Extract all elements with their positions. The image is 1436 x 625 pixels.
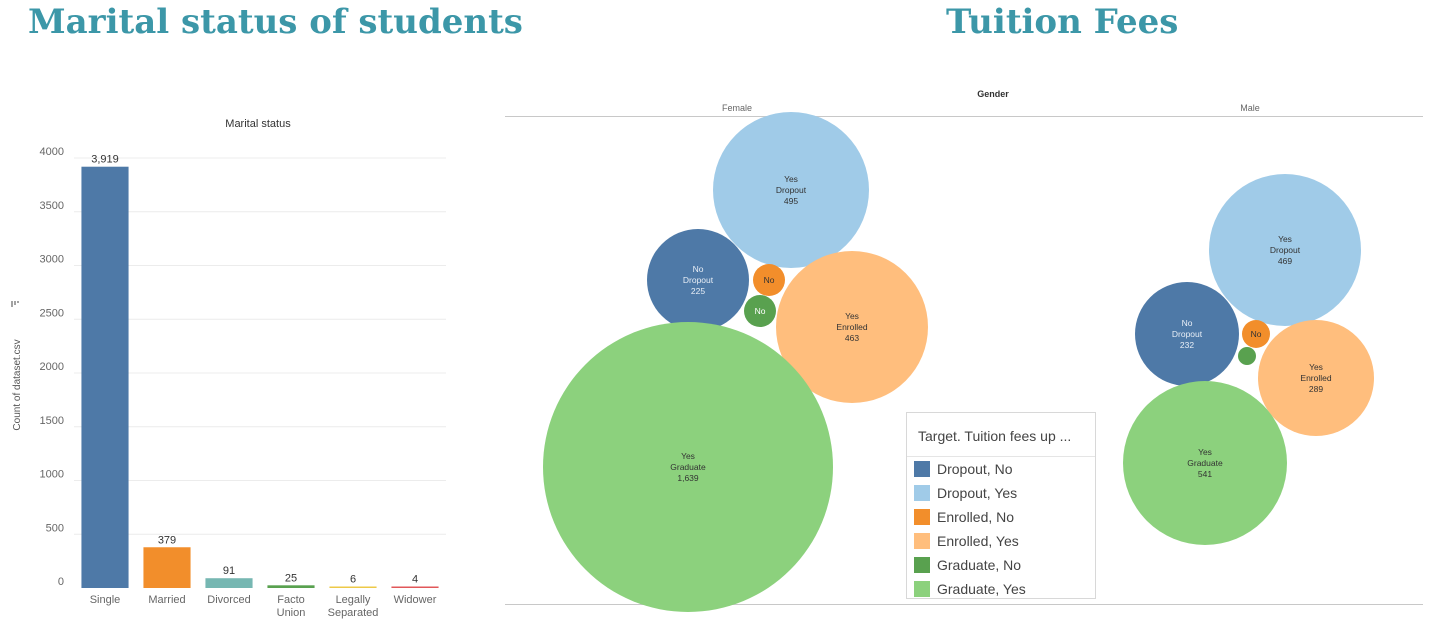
- bubble-label-value: 495: [784, 196, 798, 206]
- bubble-label-value: 232: [1180, 340, 1194, 350]
- legend-swatch: [914, 461, 930, 477]
- bubble: [1209, 174, 1361, 326]
- bar-chart-title: Marital status: [225, 118, 291, 130]
- bubble-label-fees: Yes: [1278, 234, 1292, 244]
- bar: [267, 585, 315, 588]
- sort-icon: [11, 301, 19, 307]
- bubble-label-value: 469: [1278, 256, 1292, 266]
- bubble-label-fees: Yes: [1198, 447, 1212, 457]
- color-legend: Target. Tuition fees up ... Dropout, No …: [906, 412, 1096, 599]
- bubble: [1258, 320, 1374, 436]
- bar-value-label: 6: [350, 574, 356, 586]
- marital-status-bar-chart: Marital status 0 500 1000 1500 2000 2500 3000 35…: [11, 118, 446, 619]
- y-tick-label: 2000: [40, 361, 64, 373]
- bubble-label-fees: No: [1251, 329, 1262, 339]
- bubble-label-target: Enrolled: [836, 322, 867, 332]
- bubble-label-fees: No: [1182, 318, 1193, 328]
- legend-item[interactable]: Graduate, No: [914, 553, 1095, 577]
- bar-value-label: 4: [412, 574, 418, 586]
- bubble: [776, 251, 928, 403]
- bubble-label-target: Dropout: [776, 185, 807, 195]
- bubble-label-target: Enrolled: [1300, 373, 1331, 383]
- bubble-label-value: 541: [1198, 469, 1212, 479]
- bar: [81, 166, 129, 588]
- legend-swatch: [914, 557, 930, 573]
- bubble: [543, 322, 833, 612]
- bubble-label-fees: Yes: [681, 451, 695, 461]
- bubble-label-fees: Yes: [784, 174, 798, 184]
- legend-label: Dropout, Yes: [937, 485, 1018, 501]
- bar: [143, 547, 191, 588]
- bubble-label-fees: Yes: [1309, 362, 1323, 372]
- legend-title: Target. Tuition fees up ...: [907, 413, 1095, 457]
- bubble: [744, 295, 776, 327]
- bubble-label-target: Graduate: [1187, 458, 1223, 468]
- legend-list: Dropout, No Dropout, Yes Enrolled, No En…: [907, 457, 1095, 601]
- legend-item[interactable]: Dropout, No: [914, 457, 1095, 481]
- x-tick-label: Married: [148, 594, 185, 606]
- y-tick-label: 1500: [40, 415, 64, 427]
- bubble: [753, 264, 785, 296]
- legend-label: Graduate, No: [937, 557, 1022, 573]
- bar-value-label: 25: [285, 572, 297, 584]
- bubble-label-fees: No: [755, 306, 766, 316]
- x-tick-label: Single: [90, 594, 121, 606]
- bubble-label-fees: Yes: [845, 311, 859, 321]
- y-tick-label: 4000: [40, 146, 64, 158]
- bar-value-label: 91: [223, 565, 235, 577]
- legend-swatch: [914, 533, 930, 549]
- bubble: [1123, 381, 1287, 545]
- facet-header: Gender: [977, 89, 1009, 99]
- bubble-label-fees: No: [693, 264, 704, 274]
- x-tick-label: Facto: [277, 594, 305, 606]
- legend-label: Enrolled, Yes: [937, 533, 1019, 549]
- legend-item[interactable]: Enrolled, No: [914, 505, 1095, 529]
- bubble-label-value: 289: [1309, 384, 1323, 394]
- y-tick-label: 3500: [40, 200, 64, 212]
- legend-label: Dropout, No: [937, 461, 1013, 477]
- legend-label: Graduate, Yes: [937, 581, 1026, 597]
- bubble-label-target: Dropout: [1270, 245, 1301, 255]
- bubble: [647, 229, 749, 331]
- bubble-label-value: 463: [845, 333, 859, 343]
- bar: [391, 586, 439, 588]
- bubble: [713, 112, 869, 268]
- y-tick-label: 2500: [40, 307, 64, 319]
- bubble-label-value: 225: [691, 286, 705, 296]
- y-tick-label: 500: [46, 522, 64, 534]
- facet-label: Male: [1240, 103, 1260, 113]
- bubble-label-target: Graduate: [670, 462, 706, 472]
- facet-label: Female: [722, 103, 752, 113]
- legend-swatch: [914, 509, 930, 525]
- bubble-label-value: 1,639: [677, 473, 699, 483]
- legend-swatch: [914, 581, 930, 597]
- x-tick-label: Legally: [336, 594, 371, 606]
- legend-item[interactable]: Dropout, Yes: [914, 481, 1095, 505]
- bubble: [1242, 320, 1270, 348]
- bar-value-label: 379: [158, 534, 176, 546]
- x-tick-label: Union: [277, 607, 306, 619]
- bubble-panel-title: Tuition Fees: [946, 2, 1179, 42]
- x-tick-label: Separated: [328, 607, 379, 619]
- bar-value-label: 3,919: [91, 154, 119, 166]
- bar: [205, 578, 253, 588]
- legend-item[interactable]: Graduate, Yes: [914, 577, 1095, 601]
- x-tick-label: Widower: [394, 594, 437, 606]
- bubble: [1238, 347, 1256, 365]
- y-tick-label: 3000: [40, 254, 64, 266]
- y-tick-label: 1000: [40, 469, 64, 481]
- x-tick-label: Divorced: [207, 594, 250, 606]
- bubble-label-fees: No: [764, 275, 775, 285]
- bar: [329, 586, 377, 588]
- bubble-label-target: Dropout: [683, 275, 714, 285]
- bar-panel-title: Marital status of students: [28, 2, 523, 42]
- bubble: [1135, 282, 1239, 386]
- y-tick-label: 0: [58, 576, 64, 588]
- legend-swatch: [914, 485, 930, 501]
- legend-item[interactable]: Enrolled, Yes: [914, 529, 1095, 553]
- y-axis-label: Count of dataset.csv: [12, 339, 23, 430]
- legend-label: Enrolled, No: [937, 509, 1015, 525]
- bubble-label-target: Dropout: [1172, 329, 1203, 339]
